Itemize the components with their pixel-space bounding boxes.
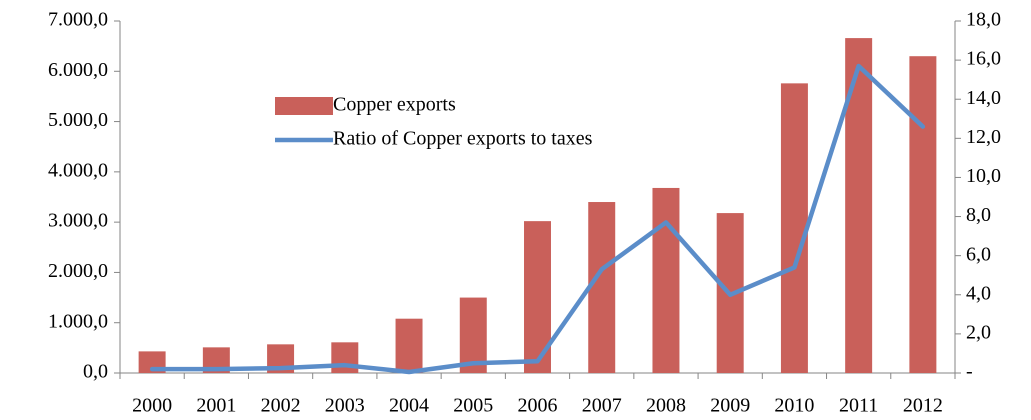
x-tick-label: 2012 [903, 395, 943, 417]
y2-tick-label: - [966, 361, 973, 383]
x-tick-label: 2005 [453, 395, 493, 417]
y-tick-label: 1.000,0 [48, 310, 108, 332]
y-tick-label: 4.000,0 [48, 159, 108, 181]
y2-tick-label: 18,0 [966, 9, 1001, 31]
legend-label: Ratio of Copper exports to taxes [333, 128, 593, 150]
x-tick-label: 2011 [839, 395, 878, 417]
bar [395, 318, 423, 373]
x-tick-label: 2002 [261, 395, 301, 417]
y-tick-label: 5.000,0 [48, 109, 108, 131]
bar [588, 202, 616, 373]
x-tick-label: 2010 [774, 395, 814, 417]
x-tick-label: 2000 [132, 395, 172, 417]
legend-label: Copper exports [333, 94, 456, 116]
y-tick-label: 0,0 [83, 361, 108, 383]
x-tick-label: 2004 [389, 395, 429, 417]
x-tick-label: 2001 [196, 395, 236, 417]
bar [780, 83, 808, 374]
legend-swatch [275, 97, 333, 115]
y-tick-label: 7.000,0 [48, 9, 108, 31]
y-tick-label: 6.000,0 [48, 59, 108, 81]
x-tick-label: 2006 [518, 395, 558, 417]
x-tick-label: 2009 [710, 395, 750, 417]
bar [909, 56, 937, 373]
y2-tick-label: 6,0 [966, 243, 991, 265]
x-tick-label: 2008 [646, 395, 686, 417]
y2-tick-label: 14,0 [966, 87, 1001, 109]
y-tick-label: 2.000,0 [48, 260, 108, 282]
x-tick-label: 2007 [582, 395, 622, 417]
bar [652, 187, 680, 373]
y2-tick-label: 12,0 [966, 126, 1001, 148]
y2-tick-label: 8,0 [966, 204, 991, 226]
x-tick-label: 2003 [325, 395, 365, 417]
y-tick-label: 3.000,0 [48, 210, 108, 232]
y2-tick-label: 2,0 [966, 321, 991, 343]
line [149, 63, 926, 375]
bar [459, 297, 487, 373]
y2-tick-label: 4,0 [966, 282, 991, 304]
y2-tick-label: 16,0 [966, 48, 1001, 70]
y2-tick-label: 10,0 [966, 165, 1001, 187]
